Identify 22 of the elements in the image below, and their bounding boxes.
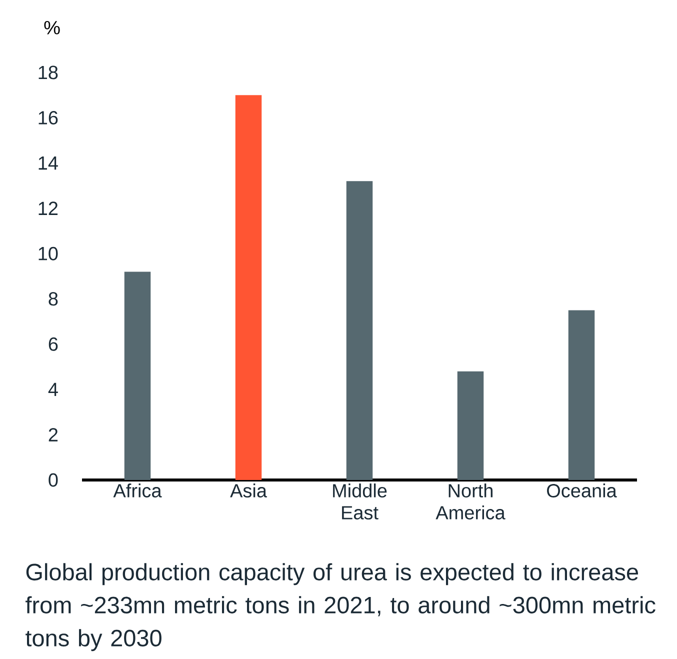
bar (235, 95, 262, 480)
y-tick-label: 10 (38, 246, 58, 260)
y-tick-label: 16 (38, 111, 58, 124)
y-tick-label: 2 (48, 428, 58, 442)
x-tick-label: Asia (230, 484, 267, 498)
text: Global production capacity of urea is expected to increase from ~233mn metric tons in 2021, to around ~300mn metric tons by 2030 (26, 563, 656, 652)
y-tick-label: 12 (38, 202, 58, 215)
x-tick-label: Oceania (547, 484, 617, 498)
y-tick-label: 8 (48, 292, 58, 306)
x-tick-label: North America (436, 484, 506, 520)
bar (346, 181, 373, 480)
y-tick-label: 4 (48, 382, 58, 396)
y-tick-label: 14 (38, 156, 58, 170)
bar (124, 272, 151, 480)
x-tick-label: Africa (113, 484, 162, 498)
y-axis-title: % (44, 21, 60, 34)
bar (457, 371, 484, 480)
x-tick-label: Middle East (333, 484, 387, 520)
bar (568, 310, 595, 480)
y-tick-label: 18 (38, 66, 58, 80)
y-tick-label: 0 (48, 473, 58, 487)
y-tick-label: 6 (48, 337, 58, 351)
